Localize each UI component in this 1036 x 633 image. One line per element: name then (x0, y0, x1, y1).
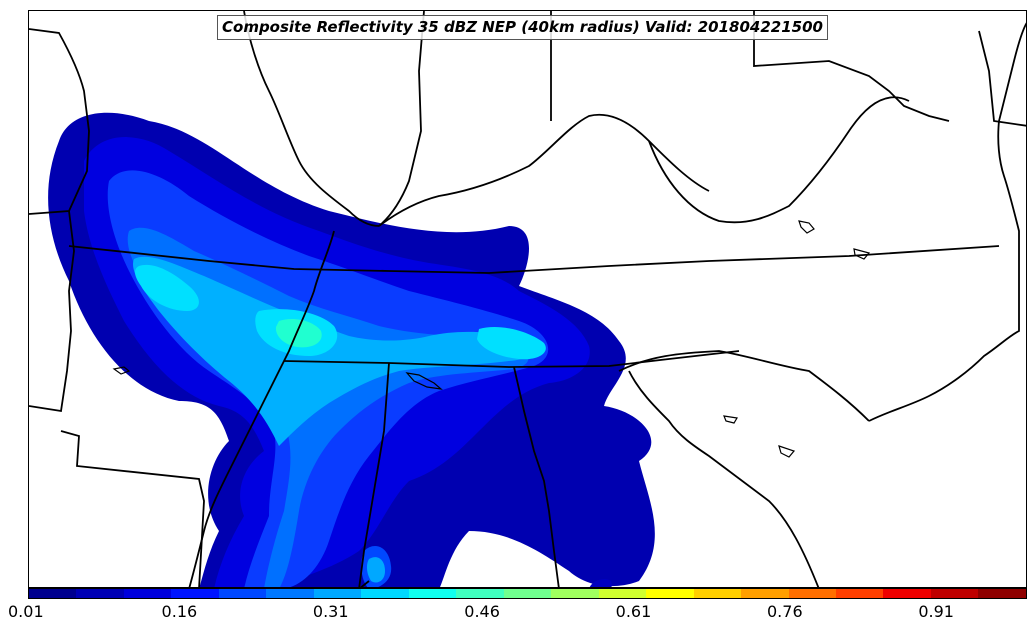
colorbar-segment (456, 589, 504, 598)
boundary-wv (648, 96, 910, 224)
colorbar-segment (646, 589, 694, 598)
boundary-west-1 (29, 28, 90, 215)
colorbar-segment (218, 589, 267, 598)
colorbar-segment (835, 589, 884, 598)
boundary-il-in (243, 11, 380, 227)
boundary-oh-river (378, 113, 710, 227)
colorbar-segment (29, 589, 77, 598)
prob-layer-5 (133, 256, 537, 446)
probability-fill (48, 112, 655, 587)
colorbar-segment (76, 589, 124, 598)
colorbar-segment (361, 589, 409, 598)
prob-layer-9 (477, 326, 546, 360)
boundary-west-2 (29, 210, 75, 413)
lake-5 (723, 415, 738, 424)
lake-6 (778, 445, 796, 458)
colorbar-segment (741, 589, 789, 598)
boundary-nc-sc (618, 350, 870, 422)
colorbar-segment (788, 589, 836, 598)
boundary-md-va (753, 11, 950, 122)
map-title: Composite Reflectivity 35 dBZ NEP (40km … (217, 15, 828, 40)
map-panel (28, 10, 1027, 588)
boundary-de-md (978, 30, 1026, 127)
colorbar-segment (266, 589, 314, 598)
colorbar-tick-label: 0.91 (918, 602, 954, 621)
colorbar-segment (978, 589, 1026, 598)
colorbar-tick-label: 0.46 (464, 602, 500, 621)
prob-layer-12 (589, 579, 612, 587)
colorbar-segment (171, 589, 219, 598)
prob-layer-6 (135, 264, 199, 311)
state-boundaries (29, 11, 1026, 587)
colorbar-segment (408, 589, 457, 598)
water-bodies (112, 220, 871, 458)
colorbar-segment (551, 589, 599, 598)
boundary-ga-sc (628, 370, 820, 587)
colorbar-tick-label: 0.76 (767, 602, 803, 621)
colorbar-segment (693, 589, 742, 598)
colorbar-segment (883, 589, 931, 598)
colorbar-tick-label: 0.61 (615, 602, 652, 621)
lake-4 (853, 248, 871, 260)
prob-layer-8 (275, 319, 322, 348)
colorbar (28, 588, 1027, 599)
colorbar-tick-label: 0.31 (312, 602, 349, 621)
boundary-mississippi-river (188, 230, 335, 587)
colorbar-segment (123, 589, 172, 598)
boundary-al-ga (513, 366, 560, 587)
probability-map (29, 11, 1026, 587)
colorbar-segment (313, 589, 362, 598)
prob-layer-11 (366, 557, 385, 583)
boundary-ky-tn (68, 245, 1000, 274)
colorbar-tick-label: 0.16 (161, 602, 198, 621)
colorbar-tick-label: 0.01 (8, 602, 44, 621)
colorbar-segment (503, 589, 552, 598)
lake-3 (798, 220, 815, 234)
boundary-ms-al (358, 362, 390, 587)
boundary-east-coast-1 (868, 22, 1026, 422)
boundary-al-fl (360, 580, 370, 587)
colorbar-segment (930, 589, 979, 598)
lake-1 (112, 366, 131, 375)
lake-2 (405, 372, 443, 390)
colorbar-segment (598, 589, 647, 598)
boundary-tn-south (283, 350, 740, 368)
boundary-in-oh (378, 11, 425, 227)
boundary-west-3 (60, 430, 205, 587)
